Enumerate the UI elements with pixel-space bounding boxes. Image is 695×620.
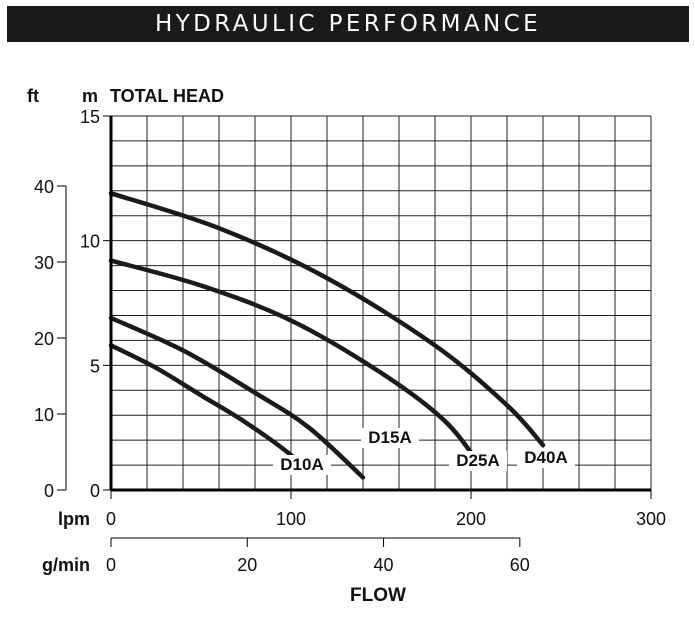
x-axis-title: FLOW (350, 585, 406, 606)
curve-label-bg (449, 451, 507, 471)
y-ft-tick-label: 30 (34, 253, 54, 273)
curve-label-bg (273, 455, 331, 475)
y-ft-tick-label: 40 (34, 177, 54, 197)
curve-d25a (108, 258, 483, 468)
curve-label-d25a: D25A (456, 451, 499, 470)
labels: D10A D15A D25A D40A ft m TOTAL HEAD lpm g/min FLO… (27, 86, 575, 606)
y-m-tick-label: 10 (80, 232, 100, 252)
x-gpm-tick-label: 60 (510, 555, 530, 575)
y-ft-unit-label: ft (27, 86, 39, 106)
curve-d15a (108, 315, 366, 480)
y-ft-tick-label: 20 (34, 329, 54, 349)
x-lpm-unit-label: lpm (58, 509, 90, 529)
chart-banner-title: HYDRAULIC PERFORMANCE (7, 6, 689, 42)
curve-d40a (108, 191, 546, 448)
curve-label-d15a: D15A (368, 428, 411, 447)
y-m-unit-label: m (82, 86, 98, 106)
curve-label-d40a: D40A (524, 448, 567, 467)
x-lpm-tick-label: 0 (106, 509, 116, 529)
y-ft-tick-label: 0 (44, 481, 54, 501)
x-lpm-tick-label: 300 (636, 509, 666, 529)
curve-label-bg (517, 448, 575, 468)
y-m-tick-label: 5 (90, 356, 100, 376)
axes: 0 5 10 15 0 10 20 30 40 0 100 200 300 0 20 40 60 (34, 107, 666, 575)
y-ft-tick-label: 10 (34, 405, 54, 425)
y-m-tick-label: 0 (90, 481, 100, 501)
x-gpm-tick-label: 0 (106, 555, 116, 575)
x-lpm-tick-label: 100 (276, 509, 306, 529)
curve-label-bg (361, 428, 419, 448)
x-gpm-unit-label: g/min (42, 555, 90, 575)
y-axis-title: TOTAL HEAD (110, 86, 224, 106)
x-gpm-tick-label: 20 (237, 555, 257, 575)
x-gpm-tick-label: 40 (374, 555, 394, 575)
y-m-tick-label: 15 (80, 107, 100, 127)
x-lpm-tick-label: 200 (456, 509, 486, 529)
curve-label-d10a: D10A (280, 455, 323, 474)
